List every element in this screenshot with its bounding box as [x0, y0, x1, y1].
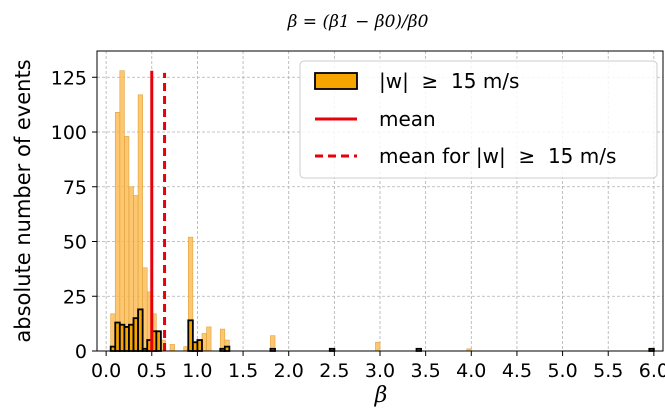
- x-tick-label: 4.5: [502, 360, 532, 382]
- bar-strong-wind: [138, 309, 143, 351]
- y-axis-title: absolute number of events: [11, 59, 35, 342]
- x-tick-label: 2.5: [319, 360, 349, 382]
- x-tick-label: 5.5: [593, 360, 623, 382]
- y-tick-label: 0: [75, 341, 87, 363]
- x-tick-label: 0.5: [137, 360, 167, 382]
- x-tick-label: 3.5: [411, 360, 441, 382]
- chart-title: β = (β1 − β0)/β0: [287, 12, 429, 32]
- legend-swatch-strong: [315, 73, 357, 89]
- x-tick-label: 1.0: [182, 360, 212, 382]
- x-tick-label: 3.0: [365, 360, 395, 382]
- legend-label-strong: |w| ≥ 15 m/s: [379, 69, 519, 93]
- bar-strong-wind: [197, 340, 202, 351]
- y-tick-label: 125: [51, 67, 87, 89]
- legend-label-mean-strong: mean for |w| ≥ 15 m/s: [379, 144, 616, 168]
- legend-label-mean: mean: [379, 107, 436, 131]
- x-tick-label: 4.0: [456, 360, 486, 382]
- bar-all-events: [375, 342, 380, 351]
- bar-all-events: [207, 327, 212, 351]
- x-tick-label: 1.5: [228, 360, 258, 382]
- x-tick-label: 0.0: [91, 360, 121, 382]
- x-axis-title: β: [374, 383, 388, 408]
- bar-all-events: [115, 112, 120, 351]
- legend: |w| ≥ 15 m/s mean mean for |w| ≥ 15 m/s: [300, 61, 657, 178]
- y-tick-label: 25: [63, 286, 87, 308]
- bar-all-events: [120, 71, 125, 351]
- x-tick-label: 2.0: [274, 360, 304, 382]
- y-tick-label: 100: [51, 122, 87, 144]
- x-tick-label: 6.0: [639, 360, 665, 382]
- bar-strong-wind: [225, 347, 230, 351]
- bar-strong-wind: [156, 331, 161, 351]
- x-tick-label: 5.0: [547, 360, 577, 382]
- bar-all-events: [170, 344, 175, 351]
- bar-all-events: [124, 136, 129, 351]
- y-tick-label: 75: [63, 177, 87, 199]
- y-tick-label: 50: [63, 232, 87, 254]
